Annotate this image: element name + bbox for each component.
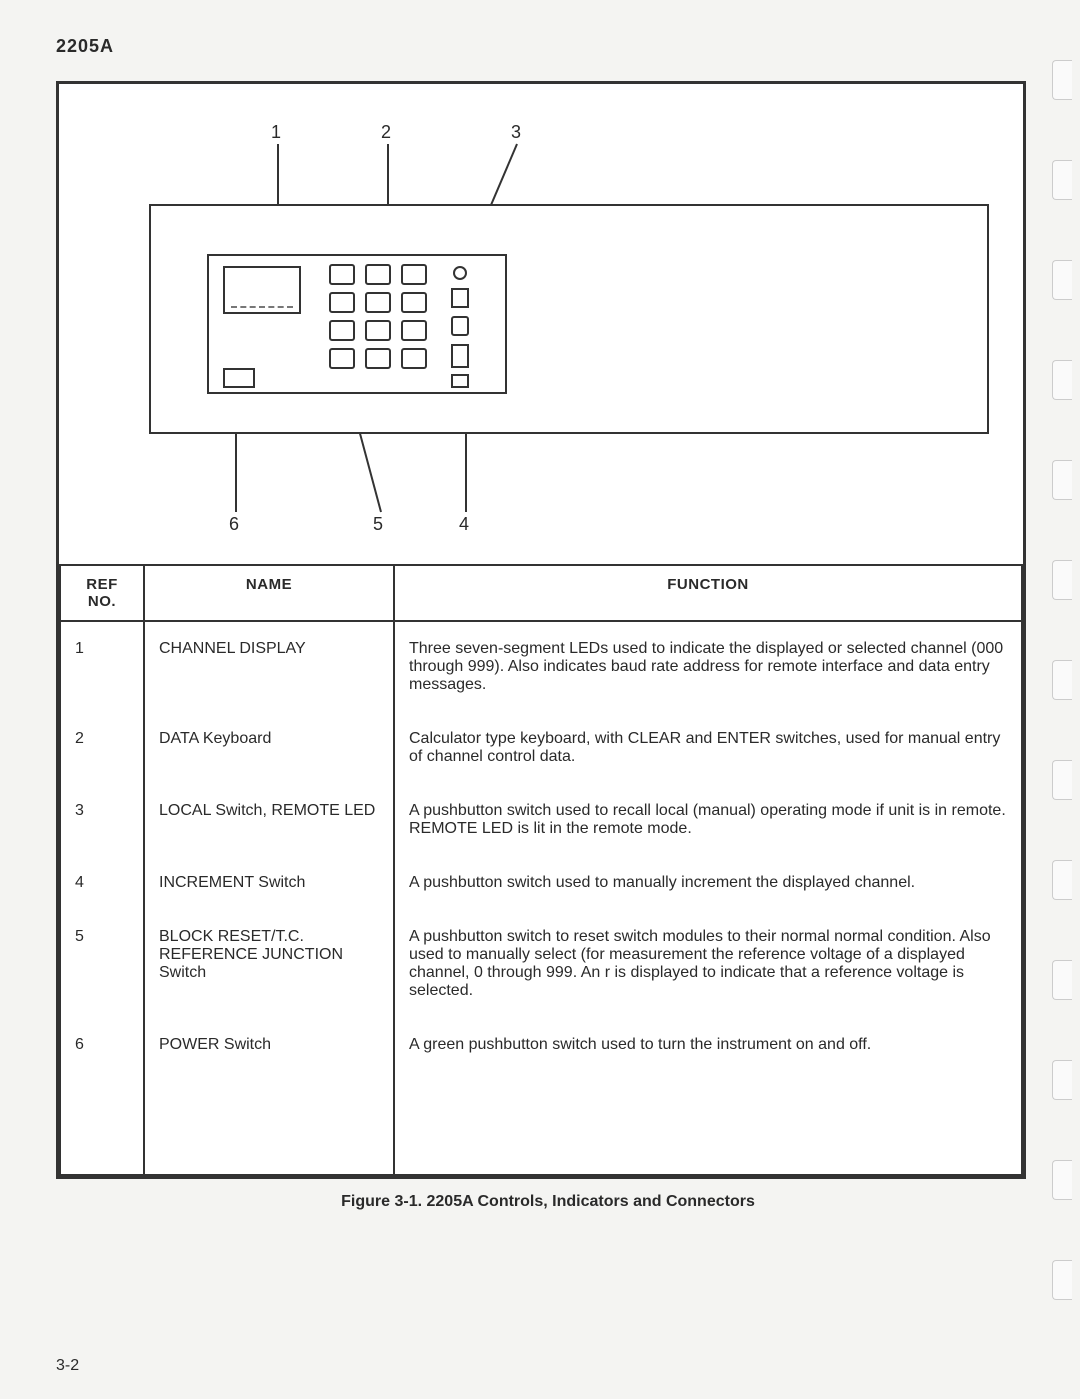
control-module xyxy=(207,254,507,394)
punch-hole xyxy=(1052,160,1072,200)
key xyxy=(329,292,355,313)
panel-outline xyxy=(149,204,989,434)
cell-ref: 3 xyxy=(60,784,144,856)
increment-switch xyxy=(451,344,469,368)
punch-hole xyxy=(1052,860,1072,900)
punch-hole xyxy=(1052,1060,1072,1100)
remote-led xyxy=(453,266,467,280)
cell-name: LOCAL Switch, REMOTE LED xyxy=(144,784,394,856)
punch-hole xyxy=(1052,360,1072,400)
callout-4: 4 xyxy=(459,514,469,535)
key xyxy=(329,264,355,285)
th-ref: REF NO. xyxy=(60,565,144,621)
channel-display-box xyxy=(223,266,301,314)
cell-name: POWER Switch xyxy=(144,1018,394,1175)
callout-2: 2 xyxy=(381,122,391,143)
punch-hole xyxy=(1052,460,1072,500)
punch-hole xyxy=(1052,60,1072,100)
cell-ref: 4 xyxy=(60,856,144,910)
cell-func: Calculator type keyboard, with CLEAR and… xyxy=(394,712,1022,784)
power-switch xyxy=(223,368,255,388)
punch-hole xyxy=(1052,560,1072,600)
punch-hole xyxy=(1052,660,1072,700)
cell-name: DATA Keyboard xyxy=(144,712,394,784)
cell-func: Three seven-segment LEDs used to indicat… xyxy=(394,621,1022,712)
cell-func: A green pushbutton switch used to turn t… xyxy=(394,1018,1022,1175)
cell-ref: 2 xyxy=(60,712,144,784)
cell-name: INCREMENT Switch xyxy=(144,856,394,910)
cell-func: A pushbutton switch used to recall local… xyxy=(394,784,1022,856)
key xyxy=(401,264,427,285)
key xyxy=(401,292,427,313)
key xyxy=(365,348,391,369)
local-switch xyxy=(451,288,469,308)
cell-name: BLOCK RESET/T.C. REFERENCE JUNCTION Swit… xyxy=(144,910,394,1018)
key xyxy=(365,292,391,313)
page-number: 3-2 xyxy=(56,1357,79,1375)
punch-hole xyxy=(1052,260,1072,300)
punch-hole xyxy=(1052,760,1072,800)
punch-hole xyxy=(1052,1260,1072,1300)
model-number: 2205A xyxy=(56,36,1040,57)
key xyxy=(401,320,427,341)
punch-hole xyxy=(1052,1160,1072,1200)
reset-switch xyxy=(451,316,469,336)
cell-ref: 6 xyxy=(60,1018,144,1175)
punch-hole xyxy=(1052,960,1072,1000)
figure-frame: 1 2 3 6 5 4 xyxy=(56,81,1026,1179)
th-func: FUNCTION xyxy=(394,565,1022,621)
diagram-area: 1 2 3 6 5 4 xyxy=(59,84,1023,564)
callout-1: 1 xyxy=(271,122,281,143)
keypad xyxy=(329,264,427,369)
cell-func: A pushbutton switch used to manually inc… xyxy=(394,856,1022,910)
cell-ref: 5 xyxy=(60,910,144,1018)
key xyxy=(329,320,355,341)
controls-table: REF NO. NAME FUNCTION 1 CHANNEL DISPLAY … xyxy=(59,564,1023,1176)
key xyxy=(365,264,391,285)
cell-name: CHANNEL DISPLAY xyxy=(144,621,394,712)
th-name: NAME xyxy=(144,565,394,621)
figure-caption: Figure 3-1. 2205A Controls, Indicators a… xyxy=(56,1193,1040,1211)
callout-5: 5 xyxy=(373,514,383,535)
extra-switch xyxy=(451,374,469,388)
callout-6: 6 xyxy=(229,514,239,535)
cell-func: A pushbutton switch to reset switch modu… xyxy=(394,910,1022,1018)
key xyxy=(401,348,427,369)
callout-3: 3 xyxy=(511,122,521,143)
key xyxy=(365,320,391,341)
key xyxy=(329,348,355,369)
cell-ref: 1 xyxy=(60,621,144,712)
